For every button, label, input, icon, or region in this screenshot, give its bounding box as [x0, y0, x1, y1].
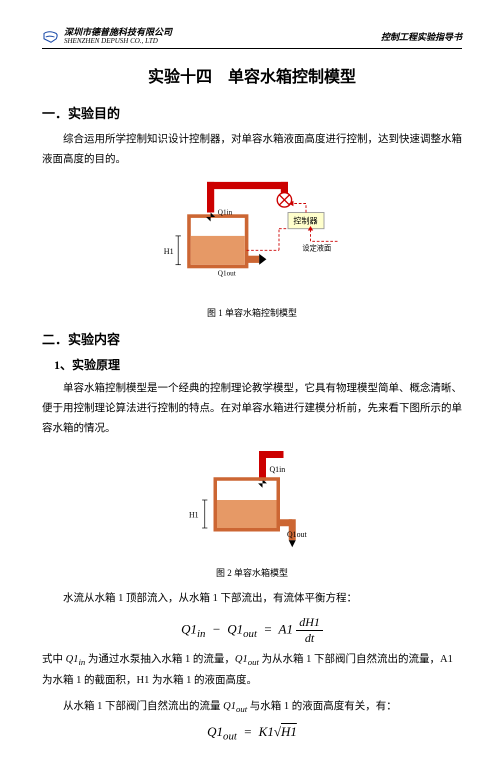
eq1-q1out: Q1: [227, 622, 243, 637]
para-outflow-relation: 从水箱 1 下部阀门自然流出的流量 Q1out 与水箱 1 的液面高度有关，有：: [42, 697, 462, 718]
eq2-k1: K1: [259, 724, 274, 739]
fig2-qin-label: Q1in: [270, 465, 286, 474]
figure-2-caption: 图 2 单容水箱模型: [42, 566, 462, 579]
fig1-h-label: H1: [164, 247, 174, 256]
section-2-subheading: 1、实验原理: [54, 356, 462, 373]
section-1-para: 综合运用所学控制知识设计控制器，对单容水箱液面高度进行控制，达到快速调整水箱液面…: [42, 130, 462, 170]
equation-2: Q1out = K1√H1: [42, 724, 462, 743]
fig1-controller-label: 控制器: [293, 216, 317, 226]
page-header: 深圳市德普施科技有限公司 SHENZHEN DEPUSH CO., LTD 控制…: [42, 28, 462, 49]
fig2-h-label: H1: [189, 511, 199, 520]
eq1-a1: A1: [279, 622, 293, 637]
header-left: 深圳市德普施科技有限公司 SHENZHEN DEPUSH CO., LTD: [42, 28, 172, 46]
fig1-qin-label: Q1in: [218, 209, 233, 217]
company-logo-icon: [42, 30, 60, 44]
fig2-qout-label: Q1out: [287, 530, 307, 539]
section-2-heading: 二．实验内容: [42, 329, 462, 348]
figure-1-caption: 图 1 单容水箱控制模型: [42, 306, 462, 319]
equation-1: Q1in − Q1out = A1 dH1 dt: [42, 615, 462, 646]
fig1-qout-label: Q1out: [218, 270, 236, 278]
doc-label: 控制工程实验指导书: [381, 30, 462, 43]
figure-2-svg: Q1in H1 Q1out: [182, 445, 322, 555]
eq1-den: dt: [296, 631, 323, 646]
figure-2: Q1in H1 Q1out: [42, 445, 462, 560]
eq2-q1: Q1: [207, 724, 223, 739]
para-symbol-explain: 式中 Q1in 为通过水泵抽入水箱 1 的流量，Q1out 为从水箱 1 下部阀…: [42, 650, 462, 691]
eq1-q1in: Q1: [181, 622, 197, 637]
section-2-para-1: 单容水箱控制模型是一个经典的控制理论教学模型，它具有物理模型简单、概念清晰、便于…: [42, 379, 462, 439]
figure-1-svg: H1 Q1in Q1out 控制器 设定液面: [162, 175, 342, 295]
section-1-heading: 一．实验目的: [42, 103, 462, 122]
company-name-en: SHENZHEN DEPUSH CO., LTD: [64, 38, 172, 46]
eq1-num: dH1: [296, 615, 323, 631]
fig1-setpoint-label: 设定液面: [302, 244, 331, 253]
eq2-h1: H1: [281, 724, 297, 739]
figure-1: H1 Q1in Q1out 控制器 设定液面: [42, 175, 462, 300]
experiment-title: 实验十四 单容水箱控制模型: [42, 63, 462, 87]
para-flow-intro: 水流从水箱 1 顶部流入，从水箱 1 下部流出，有流体平衡方程：: [42, 589, 462, 609]
